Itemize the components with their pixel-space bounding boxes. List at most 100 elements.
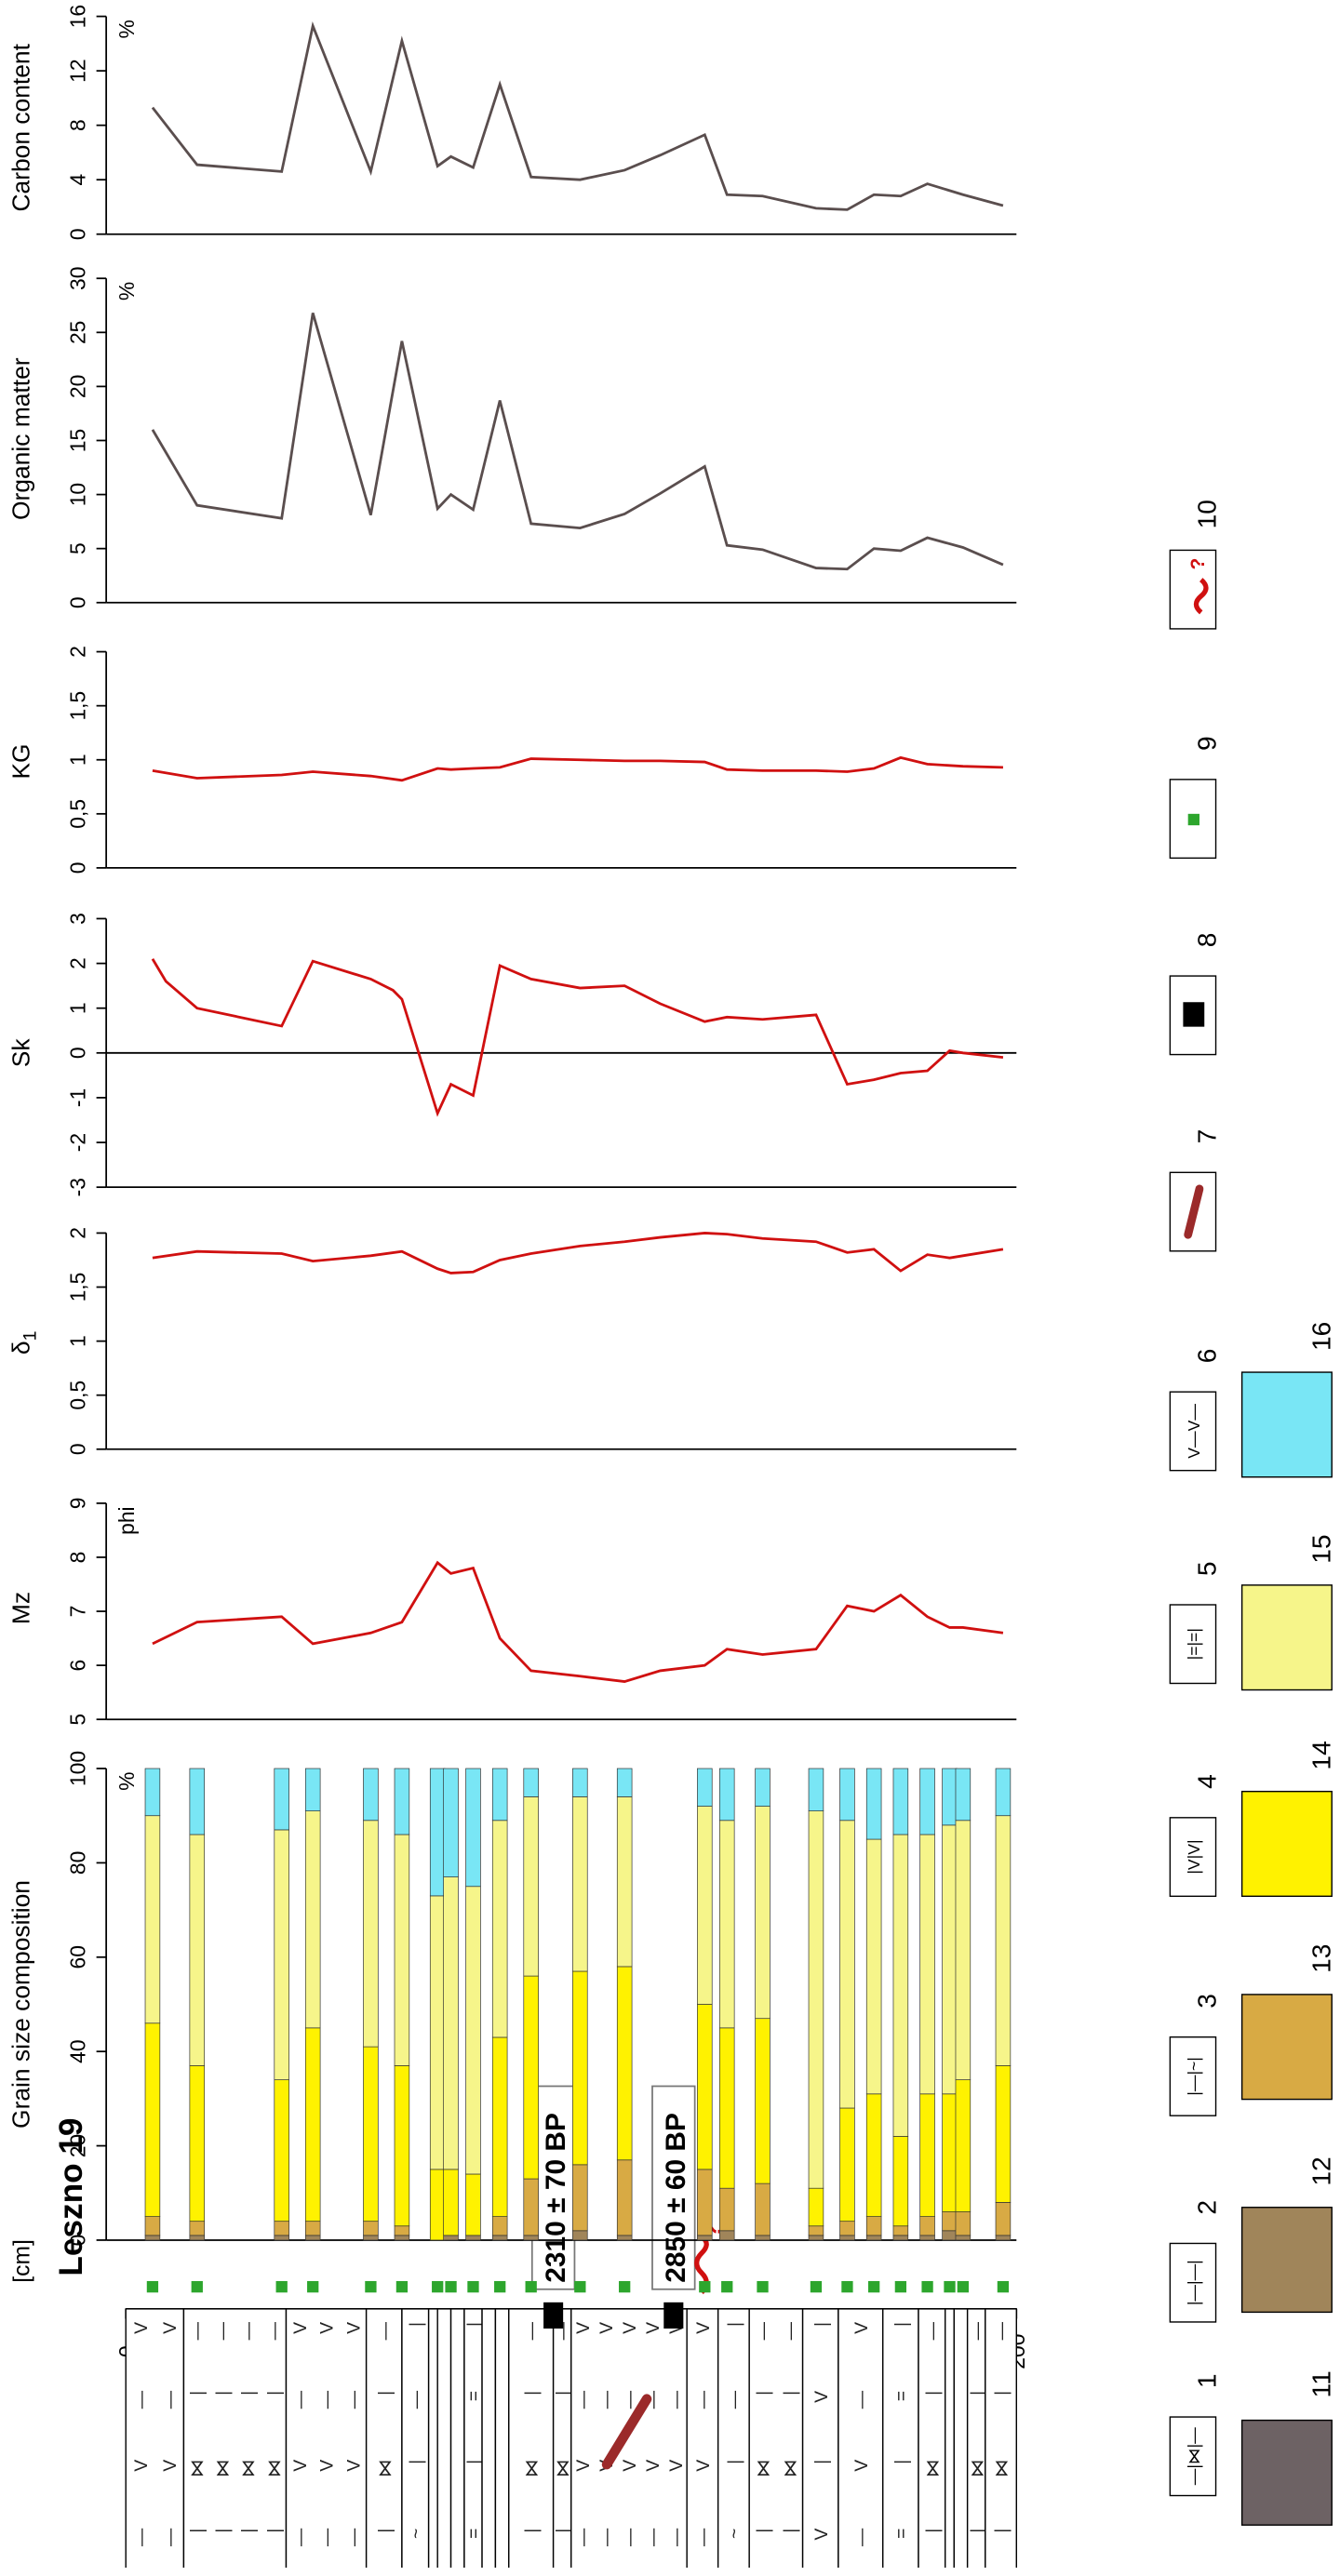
bar-segment (189, 1768, 206, 1835)
legend-pattern: |=|=| (1185, 1628, 1203, 1660)
sample-point-icon (1169, 779, 1217, 860)
lithology-symbol: ⋈ (993, 2460, 1012, 2477)
bar-segment (865, 2216, 882, 2236)
lithology-symbol: — (694, 2528, 714, 2546)
radiocarbon-date-label: 2310 ± 70 BP (541, 2113, 571, 2283)
lithology-symbol: V (574, 2322, 594, 2334)
lithology-symbol: — (318, 2528, 338, 2546)
lithology-symbol: | (523, 2529, 543, 2533)
bar-segment (919, 2235, 935, 2241)
sample-point-icon (944, 2280, 956, 2293)
value-tick-label: 0,5 (65, 1381, 89, 1410)
legend-number: 8 (1193, 933, 1222, 948)
bar-segment (718, 1768, 735, 1822)
lithology-symbol: — (755, 2321, 774, 2340)
lithology-symbol: ~ (407, 2529, 426, 2539)
axis-title: Organic matter (7, 357, 35, 520)
bar-segment (572, 1970, 588, 2166)
value-tick-label: 0 (65, 862, 89, 874)
bar-segment (304, 2235, 321, 2241)
bar-segment (865, 2093, 882, 2217)
sample-point-icon (699, 2280, 711, 2293)
lithology-symbol: ⋈ (554, 2460, 573, 2477)
bar-segment (955, 2235, 972, 2241)
bar-segment (808, 2187, 824, 2227)
legend-number: 7 (1193, 1129, 1222, 1144)
bar-segment (465, 1768, 481, 1888)
legend-pattern: |—|—| (1185, 2260, 1203, 2305)
lithology-unit (481, 2308, 497, 2576)
legend-swatch (1240, 1371, 1333, 1478)
legend-number: 13 (1306, 1944, 1335, 1973)
bar-segment (572, 1768, 588, 1797)
bar-segment (394, 1768, 410, 1835)
lithology-symbol: — (291, 2390, 311, 2409)
sample-point-icon (921, 2280, 933, 2293)
legend-number: 12 (1306, 2156, 1335, 2185)
axis-title: δ1 (7, 1331, 41, 1355)
bar-segment (304, 1810, 321, 2029)
lithology-symbol: | (725, 2322, 744, 2327)
value-tick-label: 6 (65, 1660, 89, 1672)
lithology-symbol: — (161, 2528, 181, 2546)
bar-segment (697, 2004, 713, 2170)
lithology-symbol: | (239, 2529, 259, 2533)
bar-segment (616, 2159, 633, 2236)
lithology-symbol: — (376, 2321, 395, 2340)
chart-panel: 0 5 10 15 20 25 30 Organic matter% (7, 267, 1017, 608)
lithology-symbol: — (781, 2321, 800, 2340)
bar-segment (755, 1768, 770, 1807)
legend-swatch (1240, 1994, 1333, 2101)
lithology-unit (985, 2308, 1017, 2576)
sample-point-icon (810, 2280, 823, 2293)
lithology-unit (953, 2308, 969, 2576)
bar-segment (919, 1834, 935, 2095)
lithology-symbol: ⋈ (376, 2460, 395, 2477)
unit-label: phi (114, 1506, 139, 1535)
lithology-symbol: | (523, 2391, 543, 2396)
lithology-symbol: V (667, 2460, 687, 2472)
bar-segment (189, 2235, 206, 2241)
bar-segment (274, 1829, 289, 2080)
bar-segment (892, 2235, 909, 2241)
bar-segment (697, 1768, 713, 1807)
lithology-symbol: | (265, 2529, 285, 2533)
value-tick-label: 0 (65, 1443, 89, 1455)
lithology-symbol: — (291, 2528, 311, 2546)
lithology-symbol: ⋈ (523, 2460, 543, 2477)
value-tick-label: 0 (65, 1047, 89, 1059)
sample-point-icon (868, 2280, 880, 2293)
series-line (151, 21, 1004, 211)
lithology-symbol: — (239, 2321, 259, 2340)
lithology-symbol: — (993, 2321, 1012, 2340)
bar-segment (443, 1768, 459, 1877)
lithology-unit (686, 2308, 719, 2576)
lithology-unit (125, 2308, 185, 2576)
sample-point-icon (494, 2280, 506, 2293)
lithology-symbol: V (132, 2322, 152, 2334)
sample-point-icon (467, 2280, 479, 2293)
bar-segment (572, 1796, 588, 1972)
lithology-symbol: | (376, 2529, 395, 2533)
bar-segment (465, 2173, 481, 2236)
bar-segment (572, 2230, 588, 2241)
bar-segment (189, 1834, 206, 2066)
lithology-symbol: | (239, 2391, 259, 2396)
lithology-symbol: — (694, 2390, 714, 2409)
bar-segment (995, 1768, 1012, 1817)
bar-segment (697, 2169, 713, 2236)
value-tick-label: 8 (65, 119, 89, 131)
bar-segment (942, 2093, 958, 2212)
lithology-symbol: — (574, 2390, 594, 2409)
legend-swatch (1240, 2419, 1333, 2526)
bar-segment (718, 2187, 735, 2232)
legend-pattern: V—V— (1185, 1404, 1203, 1459)
bar-segment (189, 2221, 206, 2236)
bar-segment (839, 1768, 855, 1822)
lithology-symbol: V (161, 2322, 181, 2334)
bar-segment (755, 2235, 770, 2241)
value-tick-label: 1,5 (65, 691, 89, 721)
wood-icon (1169, 1171, 1217, 1252)
